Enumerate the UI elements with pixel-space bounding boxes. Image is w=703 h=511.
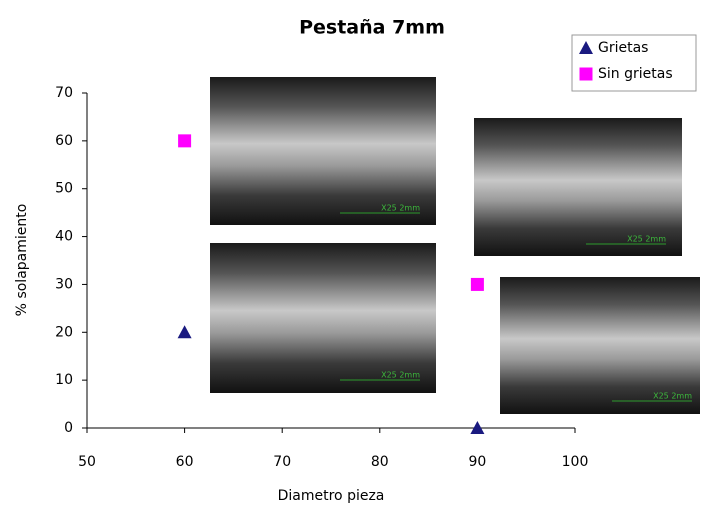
x-tick-label: 100	[562, 454, 589, 470]
point	[178, 134, 192, 148]
point	[470, 277, 484, 291]
x-tick-label: 60	[176, 454, 194, 470]
annotation: X25 2mm	[381, 371, 420, 380]
x-tick-label: 70	[273, 454, 291, 470]
y-tick-label: 20	[55, 324, 73, 340]
y-tick-label: 40	[55, 229, 73, 245]
legend-label: Grietas	[598, 40, 648, 56]
legend	[571, 34, 697, 92]
point	[177, 325, 192, 339]
y-tick-label: 0	[64, 420, 73, 436]
micrograph	[210, 77, 700, 414]
y-tick-label: 50	[55, 181, 73, 197]
annotation: X25 2mm	[381, 204, 420, 213]
x-tick-label: 90	[468, 454, 486, 470]
y-tick-label: 30	[55, 276, 73, 292]
x-axis-label: Diametro pieza	[278, 488, 385, 504]
y-tick-label: 60	[55, 133, 73, 149]
y-tick-label: 10	[55, 372, 73, 388]
x-tick-label: 80	[371, 454, 389, 470]
legend-marker	[579, 67, 593, 81]
legend-label: Sin grietas	[598, 66, 673, 82]
annotation: X25 2mm	[627, 235, 666, 244]
chart-title: Pestaña 7mm	[299, 17, 445, 39]
legend-marker	[579, 41, 593, 54]
x-tick-label: 50	[78, 454, 96, 470]
point	[470, 421, 485, 434]
y-axis-label: % solapamiento	[14, 204, 30, 317]
y-tick-label: 70	[55, 85, 73, 101]
annotation: X25 2mm	[653, 392, 692, 401]
